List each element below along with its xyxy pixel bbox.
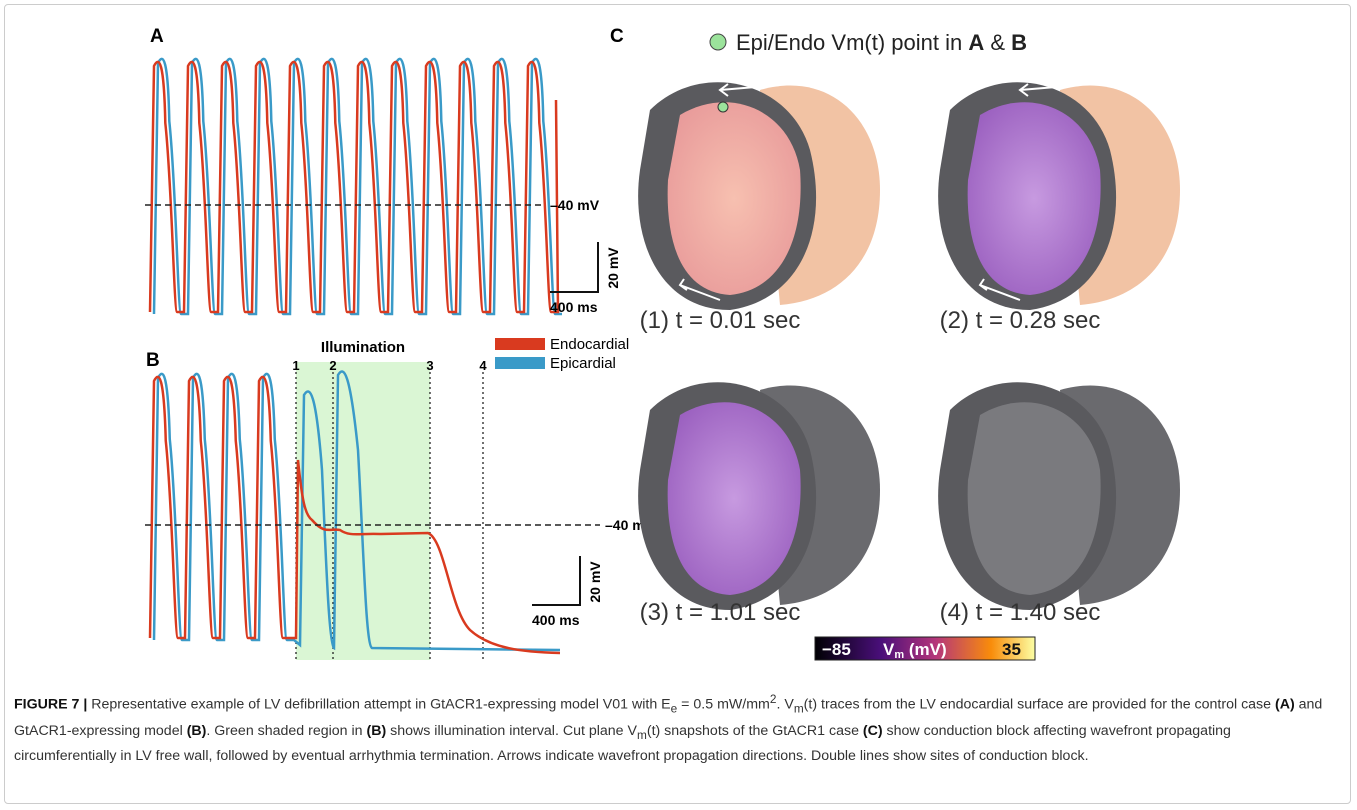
scale-y-label: 20 mV xyxy=(605,247,621,289)
legend-text: A xyxy=(968,30,984,55)
legend-text: & xyxy=(984,30,1011,55)
caption-part: (t) traces from the LV endocardial surfa… xyxy=(804,697,1275,713)
marker-label: 4 xyxy=(479,358,487,373)
panel-label: C xyxy=(610,26,624,47)
snapshot-caption: (3) t = 1.01 sec xyxy=(640,599,801,626)
heart-snapshot xyxy=(938,382,1180,610)
scale-x-label: 400 ms xyxy=(550,299,598,315)
label-part: (mV) xyxy=(904,640,947,659)
caption-part: . V xyxy=(776,697,793,713)
panel-label: A xyxy=(150,26,164,47)
snapshot-caption: (1) t = 0.01 sec xyxy=(640,307,801,334)
recording-point xyxy=(718,102,728,112)
caption: FIGURE 7 | Representative example of LV … xyxy=(14,688,1334,767)
snapshot-caption: (4) t = 1.40 sec xyxy=(940,599,1101,626)
marker-label: 3 xyxy=(426,358,433,373)
caption-part: = 0.5 mW/mm xyxy=(677,697,770,713)
scale-x-label: 400 ms xyxy=(532,612,580,628)
legend-label: Endocardial xyxy=(550,336,629,353)
label-part: m xyxy=(894,649,904,661)
marker-label: 2 xyxy=(329,358,336,373)
caption-part: m xyxy=(794,702,804,716)
label-part: V xyxy=(883,640,895,659)
legend-text: Epi/Endo Vm(t) point in xyxy=(736,30,968,55)
point-legend: Epi/Endo Vm(t) point in A & B xyxy=(736,30,1027,55)
legend-swatch xyxy=(495,357,545,369)
caption-part: Representative example of LV defibrillat… xyxy=(87,697,670,713)
colorbar-label: Vm (mV) xyxy=(883,640,947,661)
snapshot-caption: (2) t = 0.28 sec xyxy=(940,307,1101,334)
point-marker xyxy=(710,34,726,50)
scale-y-label: 20 mV xyxy=(587,561,603,603)
heart-snapshot xyxy=(638,382,880,610)
heart-snapshot xyxy=(938,82,1180,310)
caption-part: (C) xyxy=(863,723,883,739)
panel-label: B xyxy=(146,350,160,371)
legend-label: Epicardial xyxy=(550,355,616,372)
heart-snapshot xyxy=(638,82,880,310)
legend-swatch xyxy=(495,338,545,350)
caption-part: . Green shaded region in xyxy=(206,723,366,739)
threshold-label: –40 mV xyxy=(550,197,600,213)
caption-part: (B) xyxy=(367,723,387,739)
caption-part: (B) xyxy=(187,723,207,739)
figure: A –40 mV 20 mV 400 ms B Illumination 1 2 3… xyxy=(0,0,1357,670)
colorbar-min: −85 xyxy=(822,640,851,659)
legend-text: B xyxy=(1011,30,1027,55)
illumination-region xyxy=(296,362,430,660)
trace-a xyxy=(150,59,562,314)
caption-part: (A) xyxy=(1275,697,1295,713)
caption-part: m xyxy=(637,727,647,741)
marker-label: 1 xyxy=(292,358,299,373)
colorbar-max: 35 xyxy=(1002,640,1021,659)
caption-part: FIGURE 7 | xyxy=(14,697,87,713)
caption-part: shows illumination interval. Cut plane V xyxy=(386,723,637,739)
illumination-label: Illumination xyxy=(321,339,405,356)
scale-bar xyxy=(532,556,580,605)
caption-part: (t) snapshots of the GtACR1 case xyxy=(647,723,863,739)
